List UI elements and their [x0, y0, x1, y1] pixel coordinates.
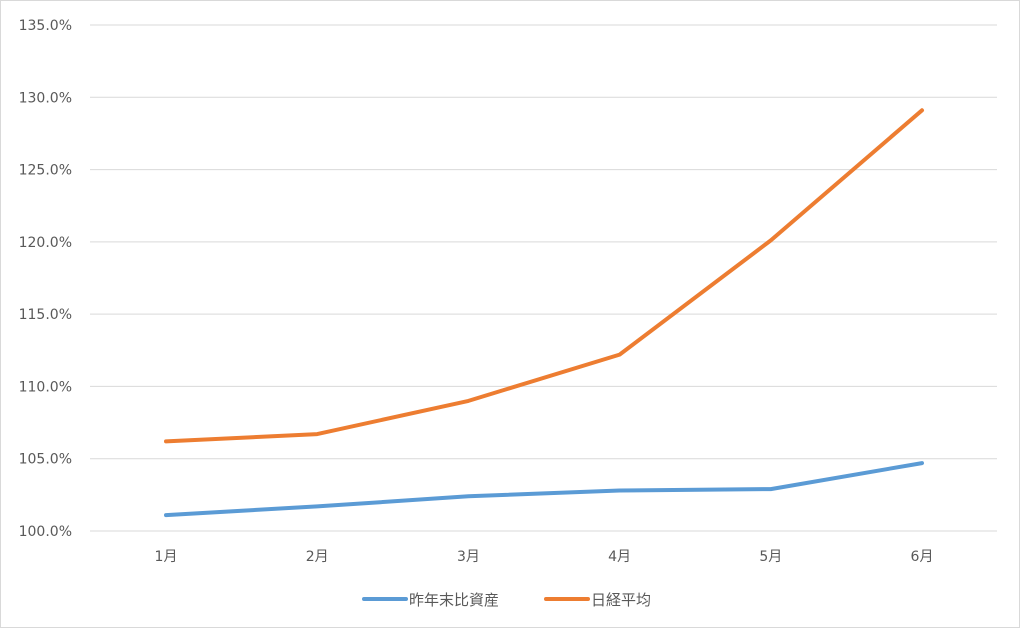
y-tick-label: 125.0%: [19, 163, 72, 179]
y-tick-label: 120.0%: [19, 235, 72, 251]
y-tick-label: 105.0%: [19, 452, 72, 468]
x-tick-label: 2月: [306, 549, 329, 565]
legend-label: 日経平均: [591, 591, 651, 609]
y-tick-label: 135.0%: [19, 18, 72, 34]
legend: 昨年末比資産 日経平均: [362, 591, 651, 609]
series-line-2: [164, 108, 924, 444]
x-tick-label: 1月: [155, 549, 178, 565]
gridlines: [90, 24, 997, 532]
y-tick-label: 100.0%: [19, 524, 72, 540]
series-line-1: [164, 461, 924, 518]
x-tick-label: 5月: [759, 549, 782, 565]
legend-label: 昨年末比資産: [409, 591, 499, 609]
series-lines: [164, 108, 924, 518]
y-tick-label: 110.0%: [19, 379, 72, 395]
x-tick-label: 4月: [608, 549, 631, 565]
y-tick-label: 130.0%: [19, 90, 72, 106]
x-tick-label: 6月: [911, 549, 934, 565]
y-tick-label: 115.0%: [19, 307, 72, 323]
x-axis-tick-labels: 1月 2月 3月 4月 5月 6月: [155, 549, 934, 565]
x-tick-label: 3月: [457, 549, 480, 565]
y-axis-tick-labels: 100.0% 105.0% 110.0% 115.0% 120.0% 125.0% 130.…: [19, 18, 72, 540]
